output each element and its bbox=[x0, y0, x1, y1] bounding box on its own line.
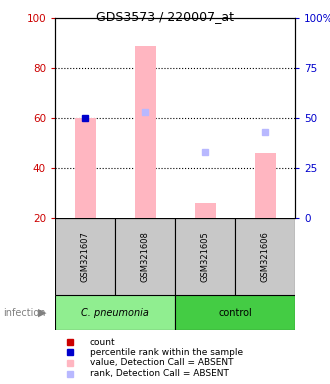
Text: GSM321608: GSM321608 bbox=[141, 231, 149, 282]
Text: percentile rank within the sample: percentile rank within the sample bbox=[90, 348, 243, 357]
Text: count: count bbox=[90, 338, 115, 347]
Text: rank, Detection Call = ABSENT: rank, Detection Call = ABSENT bbox=[90, 369, 228, 378]
Bar bbox=[55, 218, 115, 295]
Text: control: control bbox=[218, 308, 252, 318]
Text: GDS3573 / 220007_at: GDS3573 / 220007_at bbox=[96, 10, 234, 23]
Text: GSM321605: GSM321605 bbox=[201, 231, 210, 282]
Text: infection: infection bbox=[3, 308, 46, 318]
Bar bbox=[254, 153, 276, 218]
Bar bbox=[135, 45, 155, 218]
Bar bbox=[194, 203, 215, 218]
Bar bbox=[175, 295, 295, 330]
Bar bbox=[235, 218, 295, 295]
Bar bbox=[175, 218, 235, 295]
Text: GSM321606: GSM321606 bbox=[260, 231, 270, 282]
Bar bbox=[55, 295, 175, 330]
Text: GSM321607: GSM321607 bbox=[81, 231, 89, 282]
Text: value, Detection Call = ABSENT: value, Detection Call = ABSENT bbox=[90, 358, 233, 367]
Bar bbox=[75, 118, 95, 218]
Text: ▶: ▶ bbox=[38, 308, 46, 318]
Text: C. pneumonia: C. pneumonia bbox=[81, 308, 149, 318]
Bar bbox=[115, 218, 175, 295]
